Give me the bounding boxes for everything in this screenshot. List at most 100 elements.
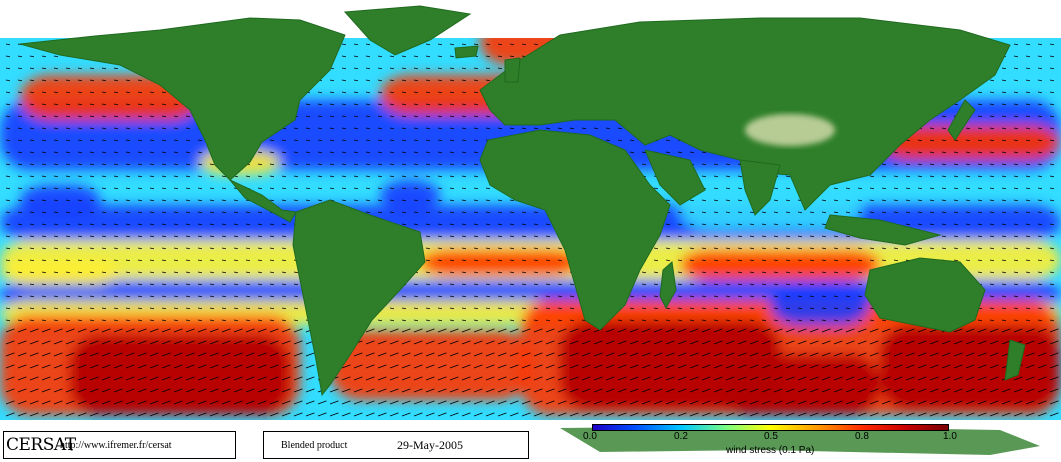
wind-vector-icon [725,223,730,226]
wind-vector-icon [341,199,346,202]
wind-vector-icon [257,364,267,369]
wind-vector-icon [725,199,730,202]
wind-vector-icon [533,259,538,262]
wind-vector-icon [413,364,423,369]
wind-vector-icon [65,283,70,286]
wind-vector-icon [125,388,135,393]
wind-vector-icon [713,235,718,238]
wind-vector-icon [161,388,171,393]
wind-vector-icon [689,271,694,274]
wind-vector-icon [5,283,10,286]
wind-vector-icon [869,376,879,381]
cersat-url-link[interactable]: http://www.ifremer.fr/cersat [60,440,172,451]
wind-vector-icon [773,352,783,357]
wind-vector-icon [473,103,478,106]
wind-vector-icon [137,283,142,286]
wind-vector-icon [77,352,87,357]
wind-vector-icon [65,187,70,190]
wind-vector-icon [785,199,790,202]
wind-vector-icon [77,67,82,70]
wind-vector-icon [401,79,406,82]
wind-vector-icon [461,295,466,298]
wind-vector-icon [953,340,963,345]
wind-vector-icon [269,139,274,142]
wind-vector-icon [1049,55,1054,58]
wind-vector-icon [1049,127,1054,130]
wind-vector-icon [281,271,286,274]
wind-vector-icon [185,307,190,310]
wind-vector-icon [257,259,262,262]
wind-vector-icon [1001,388,1011,393]
wind-vector-icon [881,364,891,369]
wind-vector-icon [161,328,171,333]
wind-vector-icon [929,388,939,393]
wind-vector-icon [1001,211,1006,214]
wind-vector-icon [893,259,898,262]
wind-vector-icon [881,412,891,417]
wind-vector-icon [101,199,106,202]
wind-vector-icon [89,79,94,82]
wind-vector-icon [89,163,94,166]
wind-vector-icon [1025,235,1030,238]
wind-vector-icon [197,364,207,369]
wind-vector-icon [5,43,10,46]
wind-vector-icon [101,283,106,286]
wind-vector-icon [209,199,214,202]
africa-land [479,129,671,331]
wind-vector-icon [869,364,879,369]
wind-vector-icon [437,223,442,226]
wind-vector-icon [497,340,507,345]
wind-vector-icon [485,400,495,405]
wind-vector-icon [245,175,250,178]
wind-vector-icon [845,376,855,381]
wind-vector-icon [725,175,730,178]
wind-vector-icon [557,271,562,274]
wind-vector-icon [137,139,142,142]
wind-vector-icon [929,199,934,202]
wind-vector-icon [449,340,459,345]
wind-vector-icon [941,163,946,166]
wind-vector-icon [893,199,898,202]
wind-vector-icon [5,127,10,130]
wind-vector-icon [161,115,166,118]
wind-vector-icon [233,352,243,357]
wind-vector-icon [737,412,747,417]
wind-vector-icon [509,211,514,214]
wind-vector-icon [113,139,118,142]
wind-vector-icon [101,103,106,106]
wind-vector-icon [1049,295,1054,298]
wind-vector-icon [377,352,387,357]
wind-vector-icon [365,328,375,333]
wind-vector-icon [77,247,82,250]
wind-vector-icon [845,307,850,310]
wind-vector-icon [977,388,987,393]
wind-vector-icon [113,175,118,178]
wind-vector-icon [521,247,526,250]
wind-vector-icon [1037,223,1042,226]
wind-vector-icon [389,139,394,142]
wind-vector-icon [257,211,262,214]
wind-vector-icon [713,295,718,298]
wind-vector-icon [65,91,70,94]
wind-vector-icon [77,211,82,214]
wind-vector-icon [1037,340,1047,345]
wind-vector-icon [101,400,111,405]
wind-vector-icon [389,151,394,154]
wind-vector-icon [65,139,70,142]
wind-vector-icon [1049,67,1054,70]
wind-vector-icon [41,400,51,405]
wind-vector-icon [377,115,382,118]
wind-vector-icon [977,175,982,178]
wind-vector-icon [857,283,862,286]
wind-vector-icon [449,91,454,94]
wind-vector-icon [965,412,975,417]
wind-vector-icon [113,259,118,262]
wind-vector-icon [677,247,682,250]
wind-vector-icon [101,412,111,417]
wind-vector-icon [689,400,699,405]
wind-vector-icon [293,364,303,369]
wind-vector-icon [629,400,639,405]
wind-vector-icon [161,307,166,310]
wind-vector-icon [677,223,682,226]
wind-vector-icon [1013,235,1018,238]
